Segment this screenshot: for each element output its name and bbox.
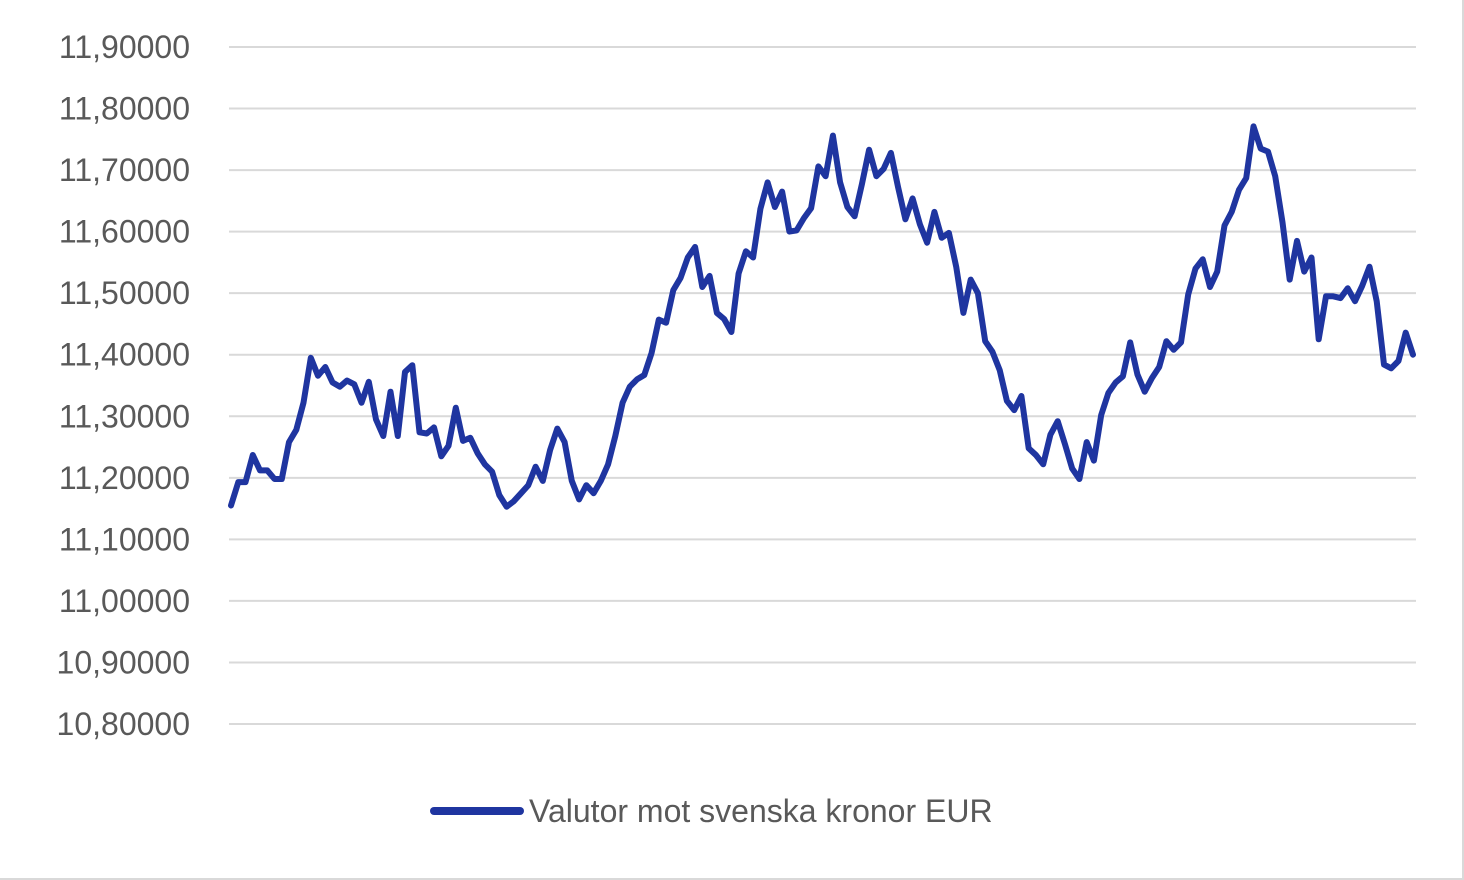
legend: Valutor mot svenska kronor EUR bbox=[430, 793, 993, 829]
y-tick-label: 11,90000 bbox=[59, 29, 190, 65]
y-tick-label: 11,60000 bbox=[59, 214, 190, 250]
y-tick-label: 11,40000 bbox=[59, 337, 190, 373]
y-tick-label: 11,50000 bbox=[59, 275, 190, 311]
y-tick-label: 11,00000 bbox=[59, 583, 190, 619]
y-tick-label: 10,80000 bbox=[57, 706, 190, 742]
series-layer bbox=[228, 123, 1416, 510]
y-tick-label: 11,10000 bbox=[59, 521, 190, 557]
legend-series-label: Valutor mot svenska kronor EUR bbox=[529, 793, 993, 829]
y-tick-label: 10,90000 bbox=[57, 644, 190, 680]
y-tick-label: 11,80000 bbox=[59, 91, 190, 127]
y-tick-label: 11,20000 bbox=[59, 460, 190, 496]
y-tick-label: 11,70000 bbox=[59, 152, 190, 188]
gridlines bbox=[229, 46, 1416, 725]
series-line-eur bbox=[228, 123, 1416, 510]
y-axis-tick-labels: 11,90000 11,80000 11,70000 11,60000 11,50000… bbox=[57, 29, 190, 742]
y-tick-label: 11,30000 bbox=[59, 398, 190, 434]
